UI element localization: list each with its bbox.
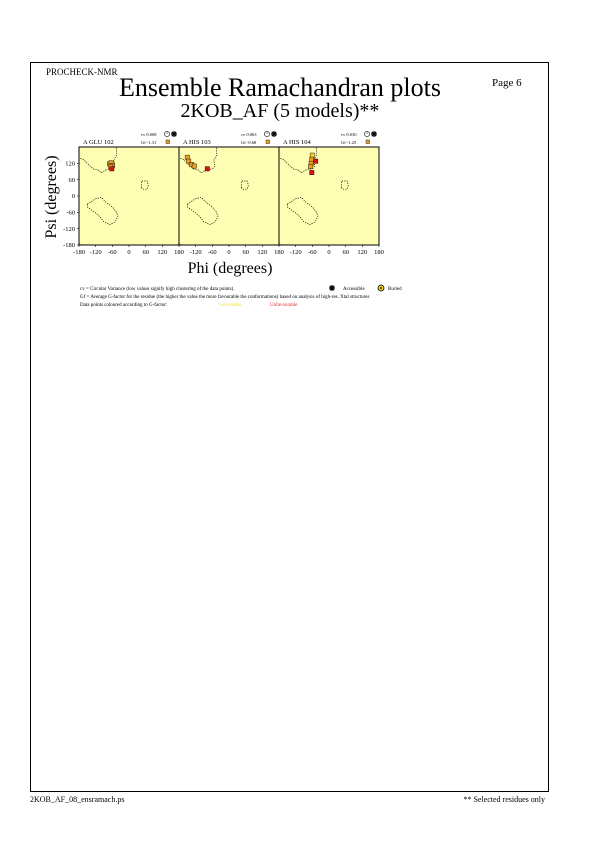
footer-note: ** Selected residues only xyxy=(463,795,545,804)
x-tick-label: -180 xyxy=(73,249,85,256)
y-tick-label: 120 xyxy=(65,161,75,168)
x-tick-label: 0 xyxy=(227,249,230,256)
data-point xyxy=(313,158,319,164)
allowed-region-3 xyxy=(186,197,219,225)
x-tick-label: 120 xyxy=(157,249,167,256)
x-tick-label: 180 xyxy=(374,249,384,256)
allowed-region-2 xyxy=(78,243,82,246)
x-tick-label: 60 xyxy=(242,249,249,256)
plot-panel-1 xyxy=(78,146,180,246)
page-title: Ensemble Ramachandran plots xyxy=(118,73,442,102)
allowed-region-1 xyxy=(178,146,217,174)
allowed-region-1 xyxy=(78,146,117,174)
legend-unfavourable-label: Unfavourable xyxy=(270,303,298,308)
cv-value: cv 0.008 xyxy=(141,132,157,137)
x-tick-label: 60 xyxy=(342,249,349,256)
data-point xyxy=(308,164,314,169)
y-tick-label: -60 xyxy=(66,210,75,217)
residue-label: A GLU 102 xyxy=(83,139,114,146)
data-point xyxy=(204,166,210,172)
accessible-star-icon xyxy=(328,284,336,292)
allowed-region-3 xyxy=(286,197,319,225)
y-axis-title: Psi (degrees) xyxy=(43,155,60,238)
allowed-region-2 xyxy=(178,243,182,246)
legend-buried-label: Buried xyxy=(388,287,402,292)
y-tick-label: -120 xyxy=(63,226,75,233)
data-point xyxy=(191,163,197,169)
footer-filename: 2KOB_AF_08_ensramach.ps xyxy=(30,795,125,804)
allowed-region-2 xyxy=(278,243,282,246)
data-point xyxy=(186,158,192,164)
x-tick-label: 120 xyxy=(357,249,367,256)
plot-panel-3 xyxy=(278,146,380,246)
data-point xyxy=(109,166,115,172)
accessible-star-icon xyxy=(370,130,378,138)
y-tick-label: 60 xyxy=(69,177,76,184)
x-tick-label: -60 xyxy=(208,249,217,256)
x-tick-label: -120 xyxy=(190,249,202,256)
gf-value: Gf -0.68 xyxy=(241,140,257,145)
x-tick-label: 60 xyxy=(142,249,149,256)
data-point xyxy=(309,170,315,175)
gf-value: Gf -1.25 xyxy=(341,140,357,145)
gf-colour-box xyxy=(165,139,170,144)
allowed-region-3 xyxy=(86,197,119,225)
gf-colour-box xyxy=(365,139,370,144)
page-number: Page 6 xyxy=(492,77,522,89)
x-tick-label: -120 xyxy=(90,249,102,256)
x-tick-label: -60 xyxy=(308,249,317,256)
y-tick-label: 0 xyxy=(72,193,75,200)
residue-label: A HIS 104 xyxy=(283,139,312,146)
page-subtitle: 2KOB_AF (5 models)** xyxy=(180,100,380,122)
legend-favourable-label: Favourable xyxy=(219,303,242,308)
plot-panel-2 xyxy=(178,146,280,246)
x-tick-label: 120 xyxy=(257,249,267,256)
x-tick-label: 0 xyxy=(127,249,130,256)
legend-gf-line: Gf = Average G-factor for the residue (t… xyxy=(80,295,369,300)
accessible-star-icon xyxy=(170,130,178,138)
gf-colour-box xyxy=(265,139,270,144)
x-tick-label: 180 xyxy=(174,249,184,256)
x-tick-label: -60 xyxy=(108,249,117,256)
y-tick-label: -180 xyxy=(63,242,75,249)
program-name: PROCHECK-NMR xyxy=(46,67,118,77)
cv-value: cv 0.063 xyxy=(241,132,257,137)
data-point xyxy=(309,152,315,158)
x-tick-label: 0 xyxy=(327,249,330,256)
x-tick-label: -120 xyxy=(290,249,302,256)
allowed-region-1 xyxy=(278,146,317,174)
residue-label: A HIS 103 xyxy=(183,139,211,146)
legend-colour-line: Data points coloured according to G-fact… xyxy=(80,303,167,308)
x-tick-label: 180 xyxy=(274,249,284,256)
x-axis-title: Phi (degrees) xyxy=(188,260,273,277)
gf-value: Gf -1.31 xyxy=(141,140,156,145)
cv-value: cv 0.030 xyxy=(341,132,357,137)
buried-dot-icon xyxy=(380,287,382,289)
page-frame xyxy=(30,62,549,792)
legend-accessible-label: Accessible xyxy=(343,287,365,292)
legend-cv-line: cv = Circular Variance (low values signi… xyxy=(80,287,235,292)
accessible-star-icon xyxy=(270,130,278,138)
